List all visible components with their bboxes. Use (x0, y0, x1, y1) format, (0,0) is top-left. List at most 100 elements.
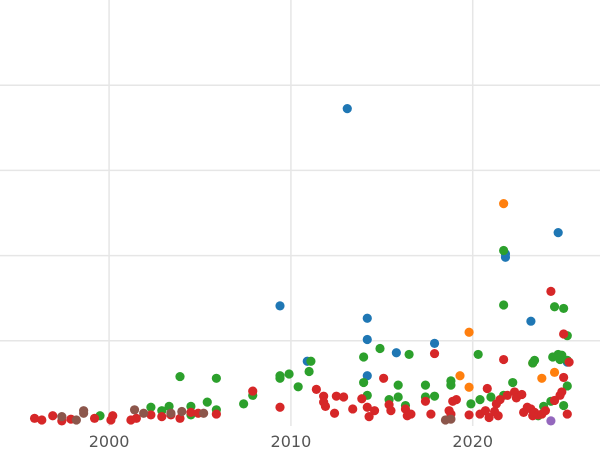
data-point (464, 327, 474, 337)
data-point (391, 348, 401, 358)
data-point (540, 406, 551, 416)
data-point (342, 104, 352, 114)
data-point (559, 372, 569, 383)
data-point (464, 410, 474, 420)
data-point (537, 373, 547, 383)
data-point (553, 227, 563, 238)
data-point (275, 301, 285, 311)
data-point (357, 394, 367, 404)
data-point (89, 413, 100, 423)
data-point (311, 384, 321, 394)
data-point (499, 245, 509, 256)
data-point (146, 402, 156, 412)
data-point (71, 415, 81, 425)
data-point (486, 392, 496, 402)
data-point (420, 380, 431, 390)
grid-layer (0, 0, 600, 426)
data-point (466, 399, 476, 409)
data-point (37, 415, 47, 425)
data-point (348, 404, 358, 414)
data-point (495, 394, 505, 405)
data-point (446, 414, 456, 424)
data-point (393, 392, 403, 402)
data-point (480, 406, 491, 416)
data-point (275, 371, 285, 381)
data-point (529, 355, 540, 365)
data-point (464, 382, 474, 392)
data-point (559, 400, 569, 411)
data-point (482, 383, 492, 394)
data-point (386, 406, 396, 416)
data-point (502, 390, 512, 400)
data-point (546, 286, 556, 296)
data-point (406, 409, 416, 419)
data-point (239, 399, 249, 409)
data-point (29, 413, 40, 423)
x-tick-label: 2010 (271, 432, 312, 450)
data-point (275, 402, 285, 412)
data-point (146, 410, 156, 420)
data-point (499, 354, 509, 365)
data-point (157, 412, 167, 422)
x-tick-label: 2000 (89, 432, 130, 450)
data-point (364, 412, 374, 422)
data-point (211, 373, 221, 383)
data-point (526, 316, 536, 326)
data-point (473, 349, 483, 360)
x-axis-ticks: 2000 2010 2020 (89, 432, 493, 450)
data-point (320, 401, 331, 412)
data-point (562, 409, 572, 419)
data-point (546, 416, 556, 426)
data-point (559, 303, 569, 314)
data-point (369, 406, 380, 416)
data-point (362, 313, 372, 323)
data-point (166, 408, 176, 418)
x-tick-label: 2020 (452, 432, 493, 450)
data-point (139, 408, 149, 418)
data-point (177, 406, 187, 417)
data-point (248, 386, 258, 396)
points-layer (29, 104, 574, 426)
data-point (331, 391, 341, 401)
data-point (108, 411, 118, 421)
data-point (446, 376, 456, 386)
data-point (306, 356, 316, 366)
data-point (508, 377, 518, 388)
data-point (362, 402, 372, 412)
data-point (379, 373, 389, 383)
data-point (559, 329, 569, 339)
data-point (199, 408, 209, 418)
data-point (359, 377, 369, 388)
data-point (564, 357, 574, 367)
data-point (393, 380, 403, 390)
data-point (359, 352, 369, 362)
data-point (517, 389, 527, 400)
data-point (429, 338, 440, 348)
data-point (451, 394, 461, 405)
data-point (57, 412, 67, 422)
data-point (362, 334, 372, 345)
data-point (362, 371, 372, 381)
data-point (499, 300, 509, 310)
data-point (562, 381, 572, 391)
data-point (339, 392, 349, 402)
data-point (493, 411, 503, 421)
data-point (429, 348, 440, 359)
data-point (79, 406, 89, 416)
data-point (131, 413, 141, 423)
data-point (549, 302, 560, 312)
data-point (48, 411, 58, 421)
data-point (375, 343, 385, 354)
data-point (304, 366, 314, 377)
data-point (186, 407, 196, 417)
data-point (329, 408, 340, 418)
data-point (557, 387, 567, 397)
data-point (129, 405, 140, 415)
data-point (293, 382, 303, 392)
data-point (475, 394, 485, 405)
data-point (429, 391, 440, 401)
data-point (404, 349, 414, 360)
data-point (549, 367, 560, 377)
data-point (175, 371, 185, 382)
